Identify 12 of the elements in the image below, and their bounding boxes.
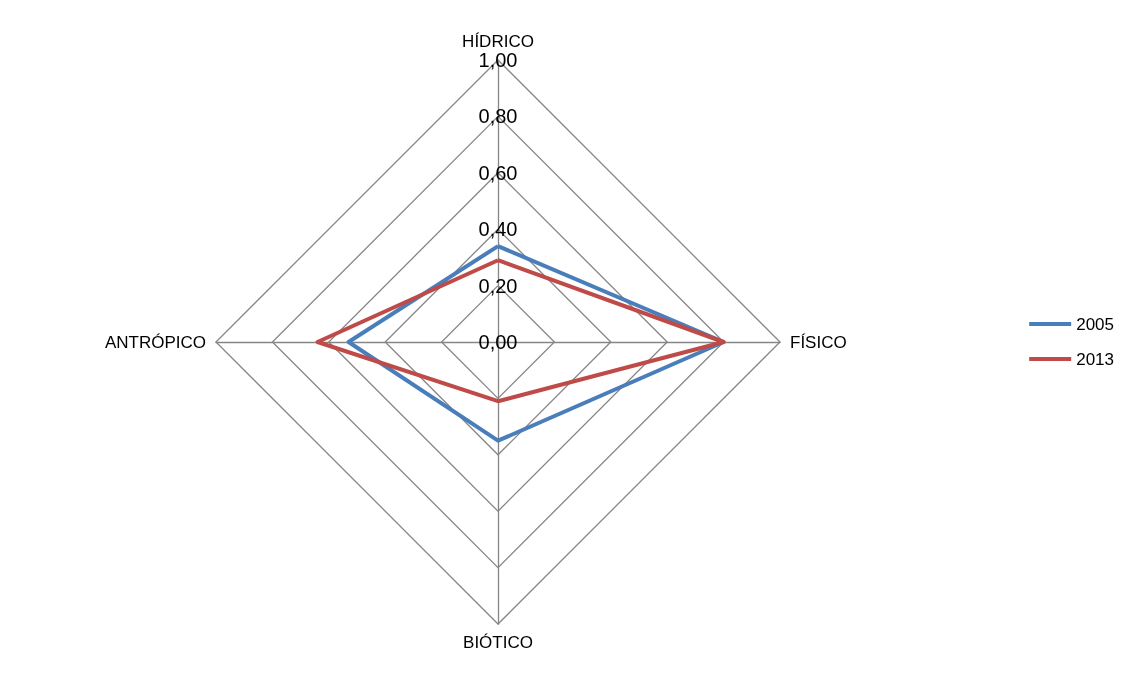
spoke-label: HÍDRICO (462, 32, 534, 51)
spoke-label: ANTRÓPICO (104, 332, 206, 352)
y-tick-label: 1,00 (478, 49, 518, 71)
y-tick-label: 0,40 (478, 218, 518, 241)
y-tick-label: 0,20 (478, 274, 518, 297)
legend-label: 2013 (1076, 349, 1115, 369)
y-tick-label: 0,60 (478, 161, 518, 184)
spoke-label: BIÓTICO (463, 633, 533, 652)
y-tick-label: 0,80 (478, 105, 518, 128)
legend-label: 2005 (1076, 314, 1115, 334)
y-tick-label: 0,00 (478, 331, 518, 353)
spoke-label: FÍSICO (790, 332, 847, 352)
